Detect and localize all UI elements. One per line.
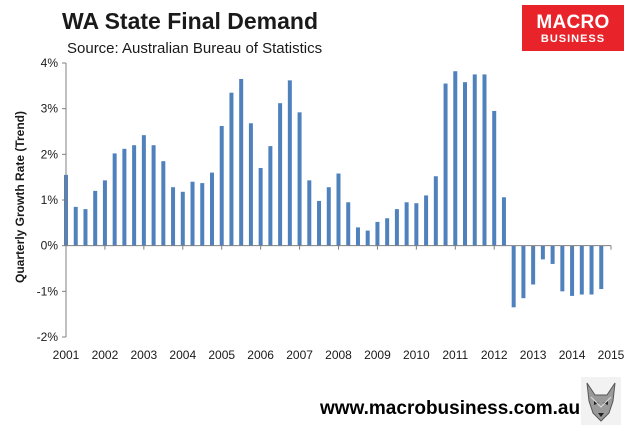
bar	[550, 245, 555, 264]
bar	[336, 173, 341, 246]
bar	[219, 126, 224, 246]
x-tick-label: 2005	[208, 348, 235, 362]
bar	[297, 112, 302, 246]
bar	[287, 80, 292, 246]
x-tick-label: 2003	[131, 348, 158, 362]
y-tick-label: 1%	[41, 193, 59, 207]
bar	[346, 202, 351, 246]
y-tick-label: 0%	[41, 239, 59, 253]
bar	[531, 245, 536, 285]
logo-background	[522, 5, 624, 51]
bar	[161, 161, 166, 246]
bar	[355, 227, 360, 246]
x-tick-label: 2002	[92, 348, 119, 362]
x-tick-label: 2012	[481, 348, 508, 362]
bar	[443, 83, 448, 246]
x-tick-label: 2004	[169, 348, 196, 362]
bar	[472, 74, 477, 246]
bar	[560, 245, 565, 292]
bar	[83, 209, 88, 246]
chart-title: WA State Final Demand	[62, 8, 319, 34]
x-tick-labels: 2001 2002 2003 2004 2005 2006 2007 2008 2009 2010…	[53, 348, 625, 362]
bar	[151, 145, 156, 246]
footer-url[interactable]: www.macrobusiness.com.au	[320, 398, 581, 419]
chart-subtitle: Source: Australian Bureau of Statistics	[67, 40, 323, 57]
bar	[141, 135, 146, 246]
bar	[540, 245, 545, 260]
y-tick-label: 3%	[41, 102, 59, 116]
wolf-icon	[581, 377, 621, 425]
y-tick-label: -2%	[37, 330, 59, 344]
bar	[463, 82, 468, 246]
x-tick-label: 2009	[364, 348, 391, 362]
bar	[433, 176, 438, 246]
bar	[209, 172, 214, 246]
bar	[326, 187, 331, 246]
bar	[414, 203, 419, 246]
bar	[385, 218, 390, 246]
logo-text-business: BUSINESS	[540, 33, 606, 45]
x-tick-label: 2008	[325, 348, 352, 362]
y-tick-label: 4%	[41, 56, 59, 70]
bar	[570, 245, 575, 296]
x-tick-label: 2014	[559, 348, 586, 362]
bar	[258, 168, 263, 246]
bar	[200, 183, 205, 246]
bar	[365, 230, 370, 246]
bar	[132, 145, 137, 246]
bar	[112, 153, 117, 246]
y-tick-label: 2%	[41, 147, 59, 161]
bar	[599, 245, 604, 290]
bar	[375, 221, 380, 246]
bar	[521, 245, 526, 299]
bar	[453, 71, 458, 246]
bar	[73, 206, 78, 246]
bar	[424, 195, 429, 246]
bar-series	[64, 71, 604, 308]
x-tick-label: 2010	[403, 348, 430, 362]
bar	[492, 110, 497, 246]
bar	[229, 92, 234, 246]
bar	[307, 180, 312, 246]
bar	[579, 245, 584, 295]
bar	[171, 187, 176, 246]
x-tick-label: 2013	[520, 348, 547, 362]
bar	[190, 181, 195, 246]
axes	[62, 62, 612, 338]
bar	[239, 78, 244, 246]
bar	[278, 103, 283, 246]
bar	[122, 148, 127, 246]
logo-text-macro: MACRO	[536, 12, 610, 33]
x-tick-label: 2006	[247, 348, 274, 362]
bar	[501, 197, 506, 246]
bar	[93, 190, 98, 246]
bar	[511, 245, 516, 308]
bar	[317, 200, 322, 246]
x-tick-label: 2001	[53, 348, 80, 362]
bar	[180, 191, 185, 246]
x-tick-label: 2015	[598, 348, 625, 362]
y-tick-label: -1%	[37, 284, 59, 298]
y-axis-title: Quarterly Growth Rate (Trend)	[13, 111, 27, 283]
y-axis-title-group: Quarterly Growth Rate (Trend)	[13, 111, 27, 283]
macrobusiness-logo: MACRO BUSINESS	[522, 5, 624, 51]
bar	[102, 180, 107, 246]
bar	[404, 202, 409, 246]
bar	[482, 74, 487, 246]
x-tick-label: 2007	[286, 348, 313, 362]
x-tick-label: 2011	[442, 348, 468, 362]
bar	[589, 245, 594, 295]
bar	[394, 209, 399, 246]
y-tick-labels: -2% -1% 0% 1% 2% 3% 4%	[37, 56, 59, 344]
bar	[268, 146, 273, 246]
bar	[248, 123, 253, 246]
